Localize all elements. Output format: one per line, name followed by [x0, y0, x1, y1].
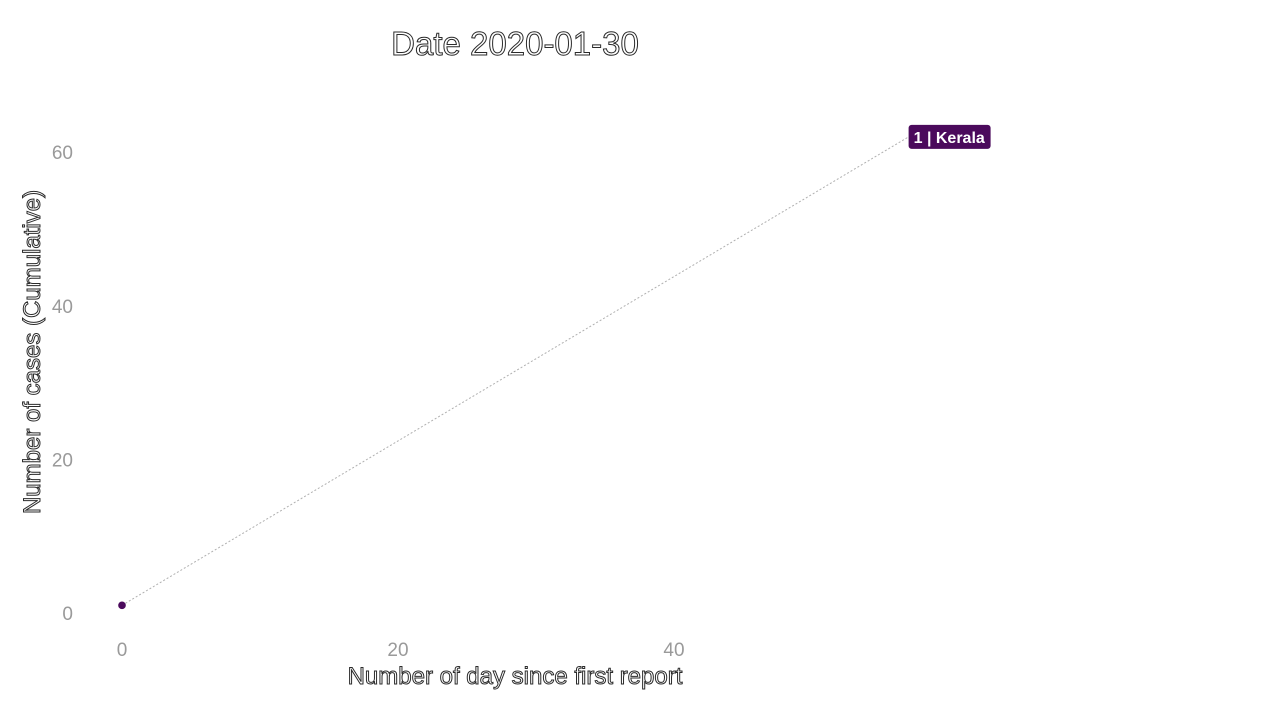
point-label-text: 1 | Kerala — [914, 130, 985, 147]
data-point — [118, 601, 126, 610]
y-tick-label: 60 — [52, 143, 73, 164]
label-connector-line — [121, 136, 909, 606]
plot-area: 0 20 40 0 20 40 60 1 | Kerala — [52, 124, 991, 661]
x-tick-label: 20 — [387, 640, 408, 661]
y-tick-label: 40 — [52, 297, 73, 318]
chart-title: Date 2020-01-30 — [391, 25, 639, 62]
y-tick-label: 20 — [52, 450, 73, 471]
x-axis-label: Number of day since first report — [348, 663, 683, 690]
y-axis-label: Number of cases (Cumulative) — [19, 190, 46, 514]
x-tick-label: 0 — [117, 640, 128, 661]
x-tick-label: 40 — [663, 640, 684, 661]
y-tick-label: 0 — [62, 604, 73, 625]
point-label-box — [908, 124, 991, 149]
